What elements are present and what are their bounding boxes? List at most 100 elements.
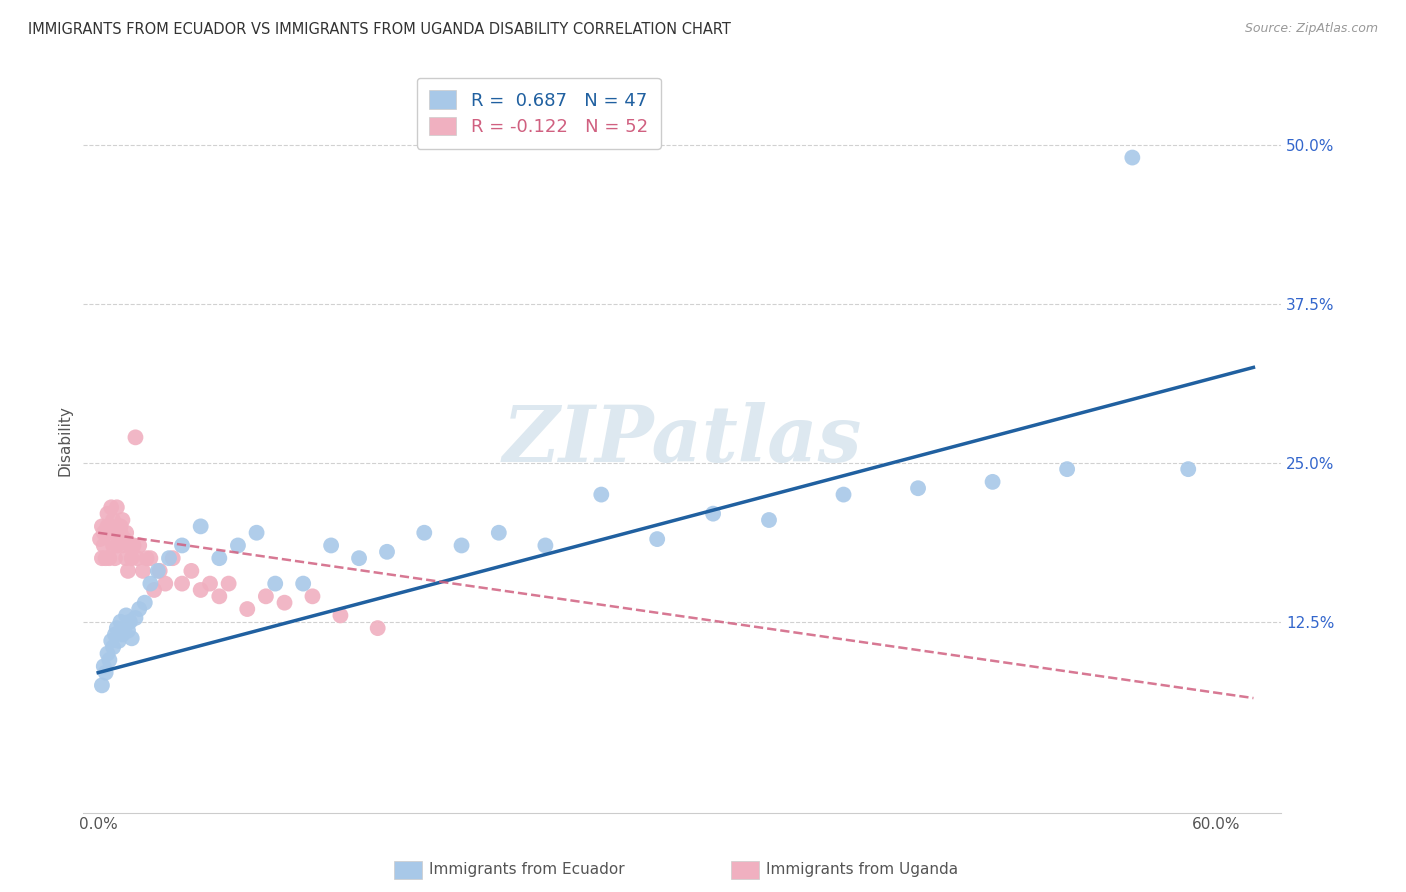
Point	[111, 538, 134, 552]
Point	[96, 507, 118, 521]
Point	[301, 590, 323, 604]
Point	[110, 519, 132, 533]
Point	[1177, 462, 1199, 476]
Point	[149, 564, 172, 578]
Point	[107, 525, 129, 540]
Point	[121, 551, 143, 566]
Point	[122, 538, 145, 552]
Point	[907, 481, 929, 495]
Point	[124, 430, 146, 444]
Point	[115, 525, 138, 540]
Point	[98, 525, 121, 540]
Point	[127, 551, 149, 566]
Point	[93, 659, 115, 673]
Point	[128, 602, 150, 616]
Point	[367, 621, 389, 635]
Point	[450, 538, 472, 552]
Point	[110, 615, 132, 629]
Y-axis label: Disability: Disability	[58, 405, 72, 476]
Point	[591, 487, 613, 501]
Point	[832, 487, 855, 501]
Point	[118, 615, 141, 629]
Point	[135, 551, 157, 566]
Point	[139, 576, 162, 591]
Point	[105, 500, 128, 515]
Point	[190, 519, 212, 533]
Point	[170, 576, 193, 591]
Point	[100, 633, 122, 648]
Point	[198, 576, 221, 591]
Point	[319, 538, 342, 552]
Point	[107, 633, 129, 648]
Point	[1056, 462, 1078, 476]
Point	[236, 602, 259, 616]
Point	[254, 590, 277, 604]
Point	[143, 582, 166, 597]
Point	[292, 576, 315, 591]
Text: IMMIGRANTS FROM ECUADOR VS IMMIGRANTS FROM UGANDA DISABILITY CORRELATION CHART: IMMIGRANTS FROM ECUADOR VS IMMIGRANTS FR…	[28, 22, 731, 37]
Point	[645, 532, 668, 546]
Point	[208, 551, 231, 566]
Point	[139, 551, 162, 566]
Text: Source: ZipAtlas.com: Source: ZipAtlas.com	[1244, 22, 1378, 36]
Point	[146, 564, 169, 578]
Point	[111, 627, 134, 641]
Point	[93, 538, 115, 552]
Point	[347, 551, 370, 566]
Point	[124, 611, 146, 625]
Text: Immigrants from Ecuador: Immigrants from Ecuador	[429, 863, 624, 877]
Point	[115, 551, 138, 566]
Point	[112, 532, 135, 546]
Point	[105, 538, 128, 552]
Point	[758, 513, 780, 527]
Point	[101, 513, 124, 527]
Point	[162, 551, 184, 566]
Point	[89, 532, 111, 546]
Point	[121, 632, 143, 646]
Point	[375, 545, 398, 559]
Point	[117, 564, 139, 578]
Point	[245, 525, 267, 540]
Point	[488, 525, 510, 540]
Point	[100, 519, 122, 533]
Point	[90, 519, 112, 533]
Point	[180, 564, 202, 578]
Point	[115, 608, 138, 623]
Point	[264, 576, 287, 591]
Point	[105, 621, 128, 635]
Point	[981, 475, 1004, 489]
Point	[218, 576, 240, 591]
Point	[155, 576, 177, 591]
Point	[94, 551, 117, 566]
Point	[226, 538, 249, 552]
Point	[90, 678, 112, 692]
Point	[93, 525, 115, 540]
Point	[329, 608, 352, 623]
Point	[104, 551, 127, 566]
Point	[98, 653, 121, 667]
Text: Immigrants from Uganda: Immigrants from Uganda	[766, 863, 959, 877]
Point	[111, 513, 134, 527]
Point	[110, 525, 132, 540]
Point	[94, 665, 117, 680]
Point	[157, 551, 180, 566]
Point	[1121, 151, 1143, 165]
Point	[128, 538, 150, 552]
Point	[100, 500, 122, 515]
Point	[96, 519, 118, 533]
Point	[534, 538, 557, 552]
Point	[118, 538, 141, 552]
Legend: R =  0.687   N = 47, R = -0.122   N = 52: R = 0.687 N = 47, R = -0.122 N = 52	[416, 78, 661, 149]
Point	[134, 596, 156, 610]
Point	[101, 538, 124, 552]
Point	[702, 507, 724, 521]
Point	[132, 564, 155, 578]
Point	[112, 621, 135, 635]
Point	[117, 624, 139, 638]
Point	[96, 647, 118, 661]
Point	[104, 525, 127, 540]
Point	[413, 525, 436, 540]
Point	[190, 582, 212, 597]
Point	[98, 551, 121, 566]
Text: ZIPatlas: ZIPatlas	[503, 402, 862, 479]
